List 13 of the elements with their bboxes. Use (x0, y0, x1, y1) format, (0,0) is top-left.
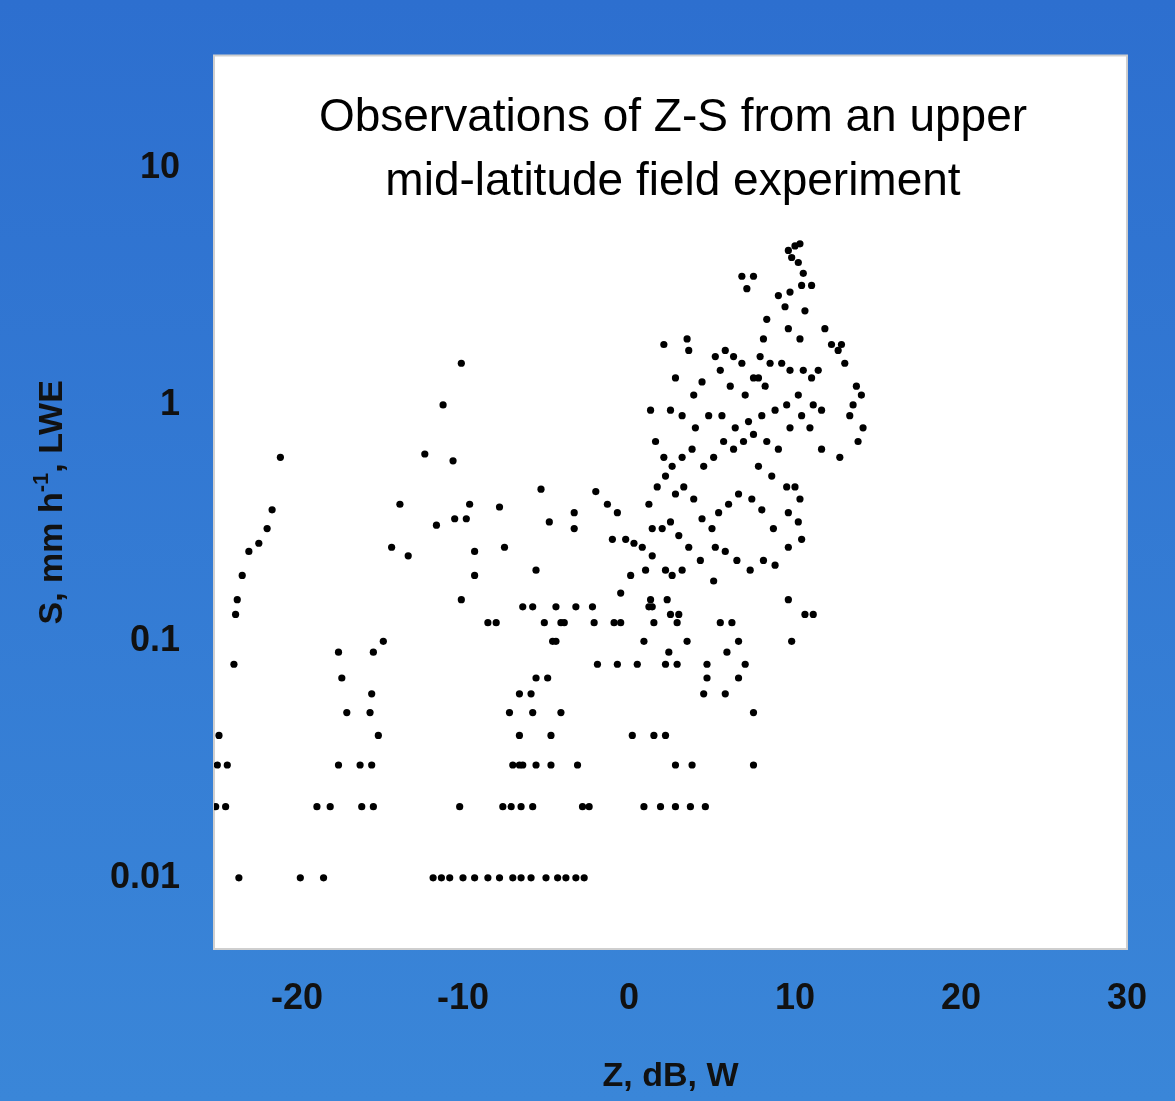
y-tick-label: 10 (139, 145, 180, 187)
x-tick-label: -20 (270, 975, 324, 1017)
y-tick-label: 0.01 (109, 854, 180, 896)
text: Observations of Z-S from an upper mid-latitude field experiment (318, 88, 1028, 205)
x-tick-label: 0 (618, 975, 640, 1017)
x-tick-label: 10 (774, 975, 816, 1017)
y-axis-title: S, mm h-1, LWE (28, 380, 69, 625)
y-tick-label: 1 (159, 381, 180, 423)
x-tick-label: 30 (1106, 975, 1147, 1017)
y-tick-label: 0.1 (129, 618, 180, 660)
x-tick-label: 20 (940, 975, 982, 1017)
x-tick-label: -10 (436, 975, 490, 1017)
x-axis-title: Z, dB, W (602, 1054, 740, 1093)
